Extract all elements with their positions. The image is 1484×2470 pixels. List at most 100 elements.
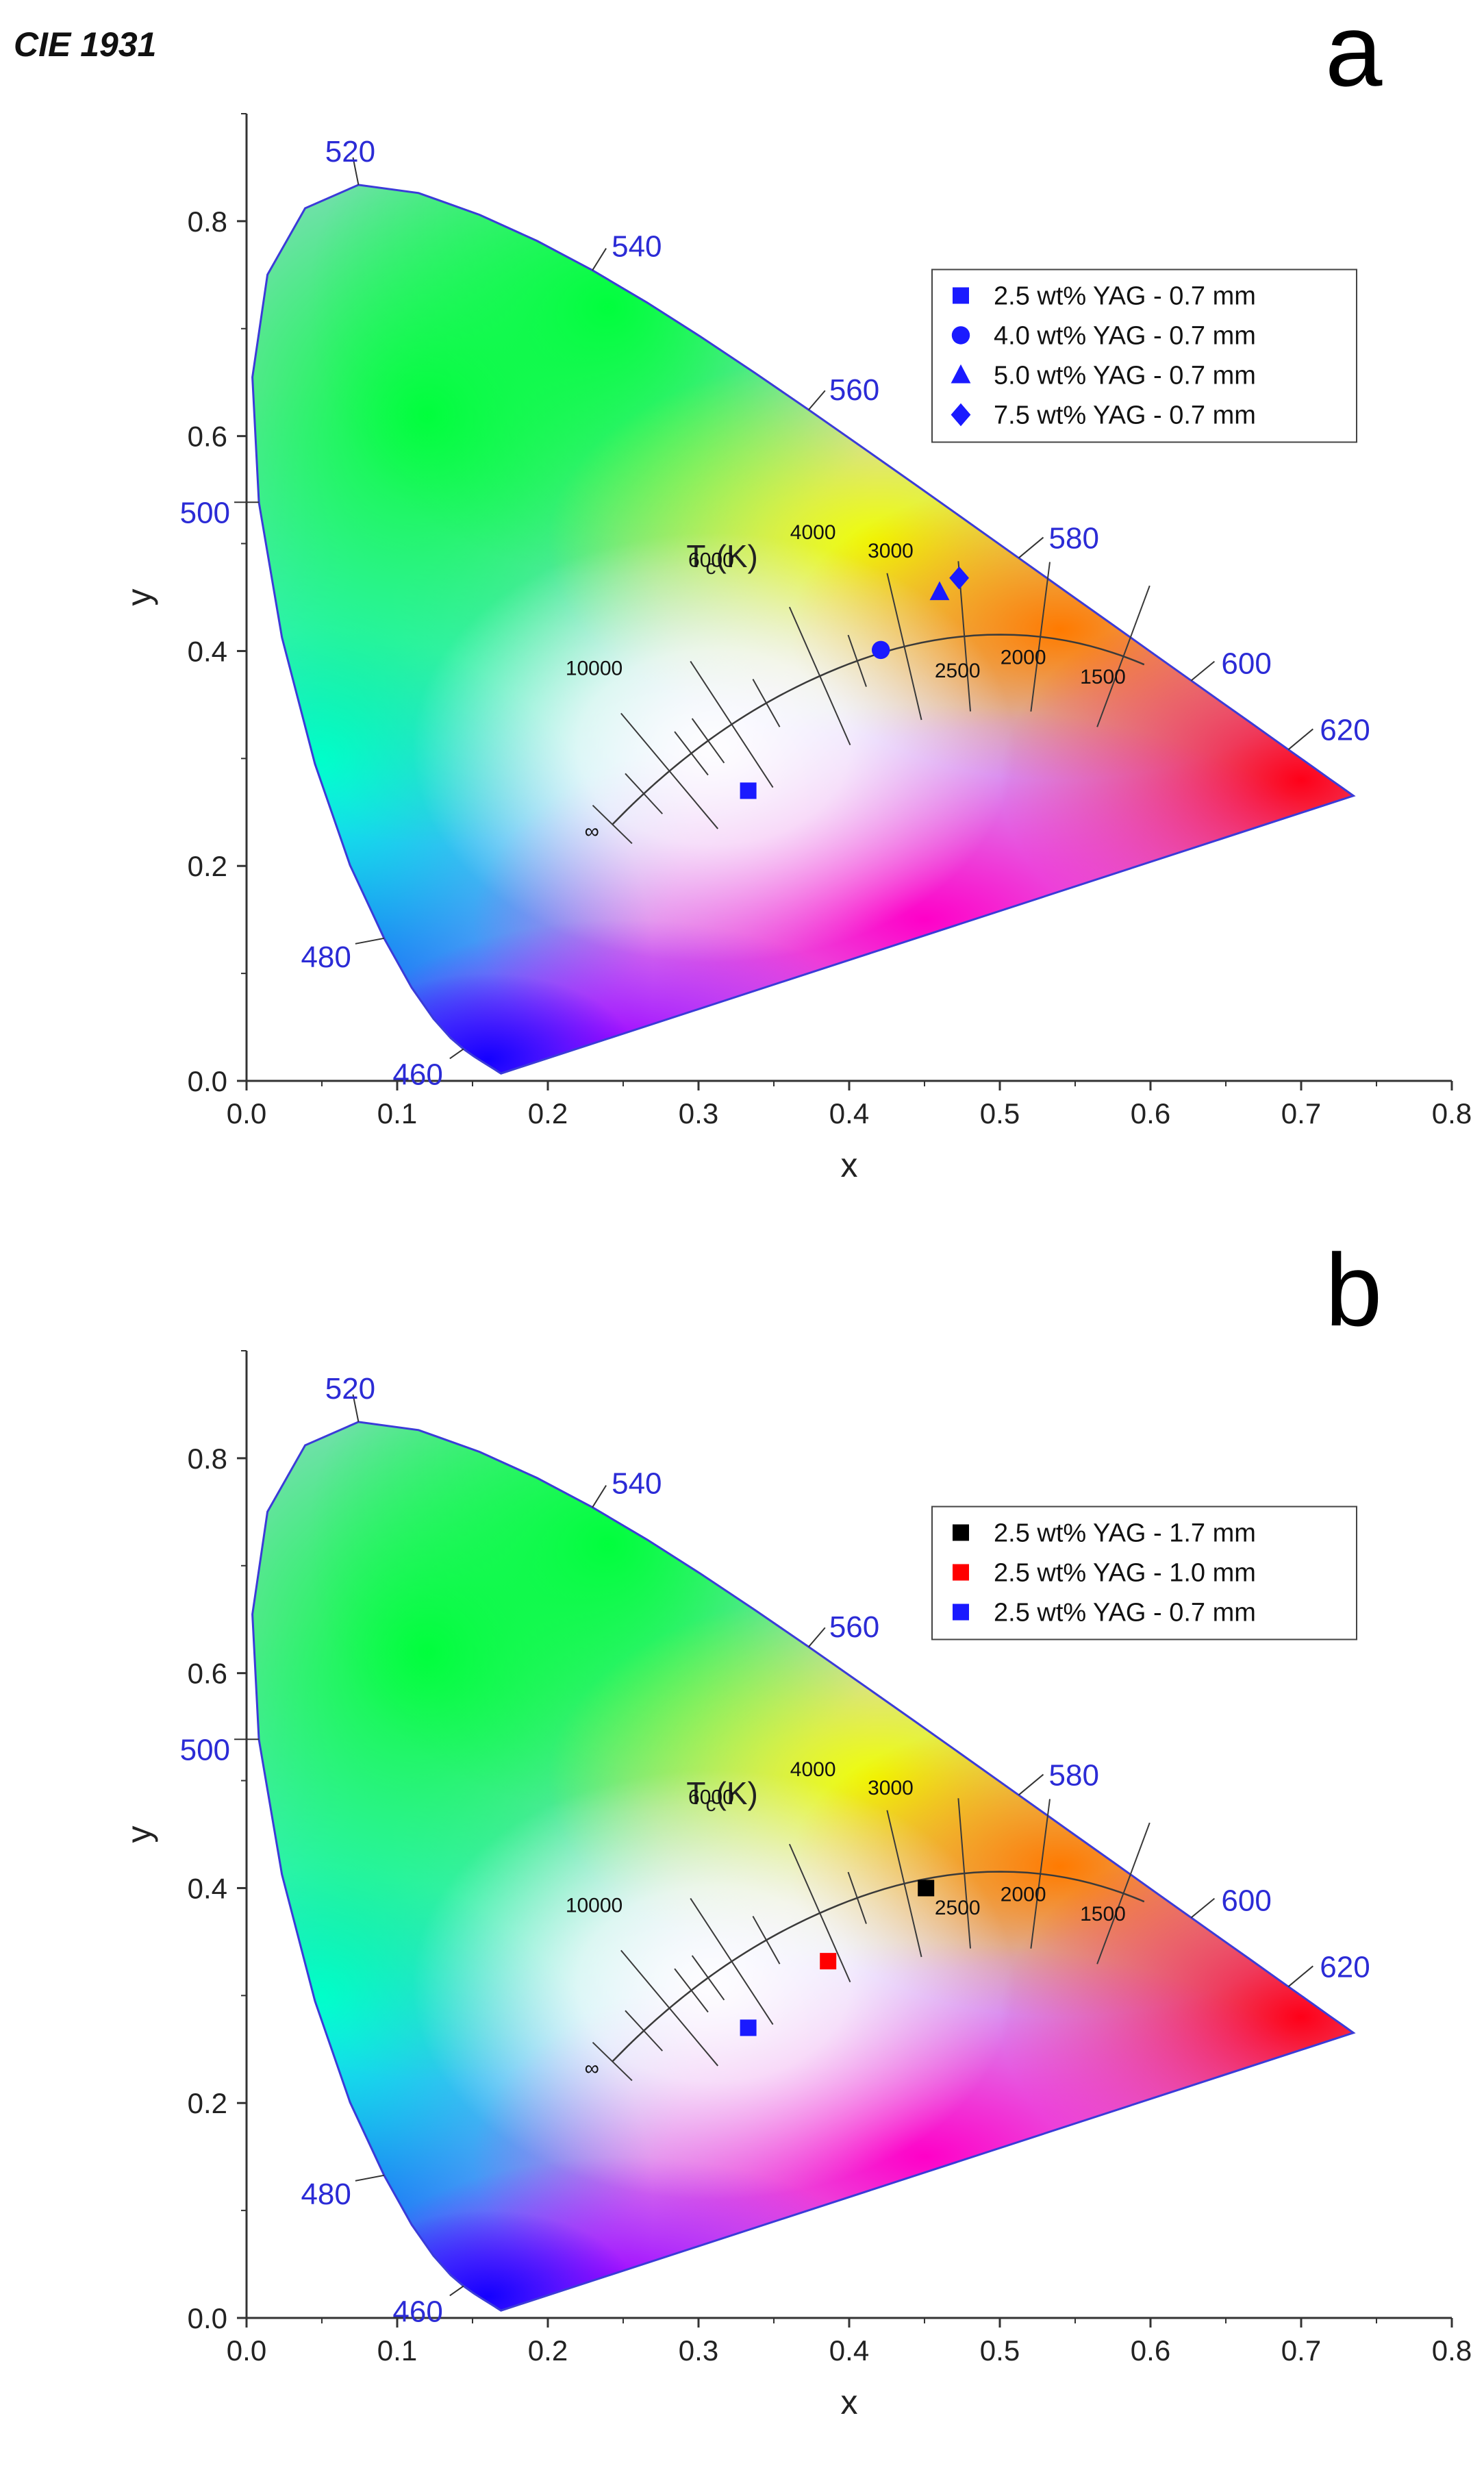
isotemperature-line — [1096, 1822, 1150, 1964]
figure-title: CIE 1931 — [14, 25, 156, 64]
legend-entry-label: 5.0 wt% YAG - 0.7 mm — [994, 361, 1256, 390]
legend-entry-label: 4.0 wt% YAG - 0.7 mm — [994, 321, 1256, 350]
x-axis-label: x — [841, 1146, 858, 1184]
isotemperature-line — [847, 634, 867, 687]
wavelength-tick — [352, 1394, 360, 1423]
cct-title: Tc(K) — [686, 538, 757, 579]
data-point — [949, 566, 969, 590]
cct-label: 6000 — [688, 549, 734, 571]
legend-entry-label: 2.5 wt% YAG - 1.7 mm — [994, 1519, 1256, 1547]
spectral-locus — [251, 1421, 1356, 2312]
x-tick-label: 0.4 — [829, 1097, 869, 1130]
isotemperature-line — [847, 1871, 867, 1924]
y-tick-label: 0.4 — [188, 1872, 227, 1904]
isotemperature-line — [592, 804, 633, 845]
wavelength-label: 520 — [325, 1372, 375, 1406]
isotemperature-line — [674, 731, 709, 776]
planckian-locus: Tc(K) ∞ 10000 6000 4000 3000 2500 2000 1500 — [566, 521, 1150, 845]
y-tick-label: 0.6 — [188, 421, 227, 453]
wavelength-label: 500 — [180, 496, 230, 529]
isotemperature-line — [674, 1968, 709, 2013]
wavelength-tick — [808, 1627, 826, 1647]
legend-marker — [953, 1564, 969, 1581]
cct-label: ∞ — [585, 2058, 599, 2080]
cct-label: 1500 — [1080, 1903, 1126, 1925]
data-point — [872, 640, 890, 660]
legend-marker — [951, 326, 970, 345]
wavelength-tick — [1190, 660, 1216, 682]
legend-marker — [951, 364, 971, 384]
x-tick-label: 0.1 — [377, 2334, 417, 2367]
cct-label: 4000 — [790, 521, 836, 544]
wavelength-labels: 460 480 500 520 540 560 580 600 620 — [180, 135, 1370, 1092]
cct-title: Tc(K) — [686, 1775, 757, 1816]
isotemperature-line — [620, 1949, 719, 2067]
legend-entry-label: 2.5 wt% YAG - 0.7 mm — [994, 282, 1256, 310]
wavelength-tick — [355, 937, 385, 945]
gamut-fill — [252, 1421, 1354, 2311]
isotemperature-line — [625, 2010, 663, 2051]
wavelength-labels: 460 480 500 520 540 560 580 600 620 — [180, 1372, 1370, 2329]
wavelength-label: 480 — [301, 2178, 351, 2211]
wavelength-tick — [449, 1048, 464, 1060]
x-tick-label: 0.8 — [1432, 2334, 1472, 2367]
wavelength-label: 580 — [1049, 1759, 1099, 1793]
wavelength-label: 600 — [1221, 647, 1271, 681]
legend-marker — [953, 1524, 969, 1541]
panel-letter: b — [1325, 1232, 1382, 1347]
legend-box — [931, 269, 1357, 443]
wavelength-label: 560 — [829, 1610, 879, 1644]
x-tick-label: 0.3 — [679, 1097, 718, 1130]
data-point — [820, 1953, 837, 1970]
wavelength-tick — [808, 390, 826, 410]
isotemperature-line — [957, 1798, 972, 1949]
wavelength-label: 560 — [829, 373, 879, 407]
axes: 0.0 0.1 0.2 0.3 0.4 0.5 0.6 0.7 0.8 0.0 0.2 0.4 0.6 0… — [120, 1350, 1472, 2421]
x-tick-label: 0.7 — [1281, 1097, 1321, 1130]
y-tick-label: 0.4 — [188, 635, 227, 667]
cct-label: 2500 — [935, 660, 981, 682]
data-point — [740, 2019, 757, 2036]
wavelength-label: 520 — [325, 135, 375, 169]
cct-label: 4000 — [790, 1758, 836, 1781]
wavelength-tick — [592, 1485, 607, 1508]
x-tick-label: 0.2 — [528, 1097, 568, 1130]
x-tick-label: 0.0 — [227, 2334, 266, 2367]
chart-panel-b: b 0.0 0.1 0.2 0.3 0.4 0.5 0.6 0.7 0.8 0.0 0.2 0.4 0.6… — [120, 1232, 1472, 2421]
wavelength-tick — [592, 248, 607, 271]
wavelength-label: 620 — [1320, 1950, 1370, 1984]
legend: 2.5 wt% YAG - 1.7 mm 2.5 wt% YAG - 1.0 mm… — [931, 1506, 1357, 1641]
cct-label: 2000 — [1001, 1884, 1046, 1906]
cct-label: 1500 — [1080, 666, 1126, 688]
isotemperature-line — [690, 660, 774, 788]
y-axis-label: y — [120, 1826, 158, 1843]
wavelength-label: 580 — [1049, 522, 1099, 556]
y-tick-label: 0.2 — [188, 2087, 227, 2119]
wavelength-label: 600 — [1221, 1884, 1271, 1918]
wavelength-label: 480 — [301, 940, 351, 974]
wavelength-tick — [449, 2285, 464, 2297]
y-axis-label: y — [120, 589, 158, 606]
x-tick-label: 0.1 — [377, 1097, 417, 1130]
legend: 2.5 wt% YAG - 0.7 mm 4.0 wt% YAG - 0.7 mm… — [931, 269, 1357, 443]
x-tick-label: 0.3 — [679, 2334, 718, 2367]
x-axis-label: x — [841, 2383, 858, 2421]
wavelength-tick — [352, 157, 360, 186]
legend-marker — [953, 1604, 969, 1621]
cct-label: 3000 — [868, 1777, 914, 1799]
wavelength-label: 620 — [1320, 713, 1370, 747]
wavelength-label: 460 — [392, 1058, 442, 1091]
x-tick-label: 0.6 — [1131, 1097, 1170, 1130]
wavelength-label: 460 — [392, 2295, 442, 2328]
isotemperature-line — [752, 679, 781, 727]
wavelength-label: 540 — [612, 1467, 662, 1501]
x-tick-label: 0.5 — [980, 2334, 1020, 2367]
y-tick-label: 0.8 — [188, 1443, 227, 1475]
wavelength-tick — [1190, 1897, 1216, 1919]
isotemperature-line — [691, 718, 725, 764]
isotemperature-line — [1030, 1799, 1051, 1949]
wavelength-tick — [1018, 1773, 1044, 1796]
y-tick-label: 0.0 — [188, 1065, 227, 1097]
cct-label: 10000 — [566, 1895, 622, 1917]
